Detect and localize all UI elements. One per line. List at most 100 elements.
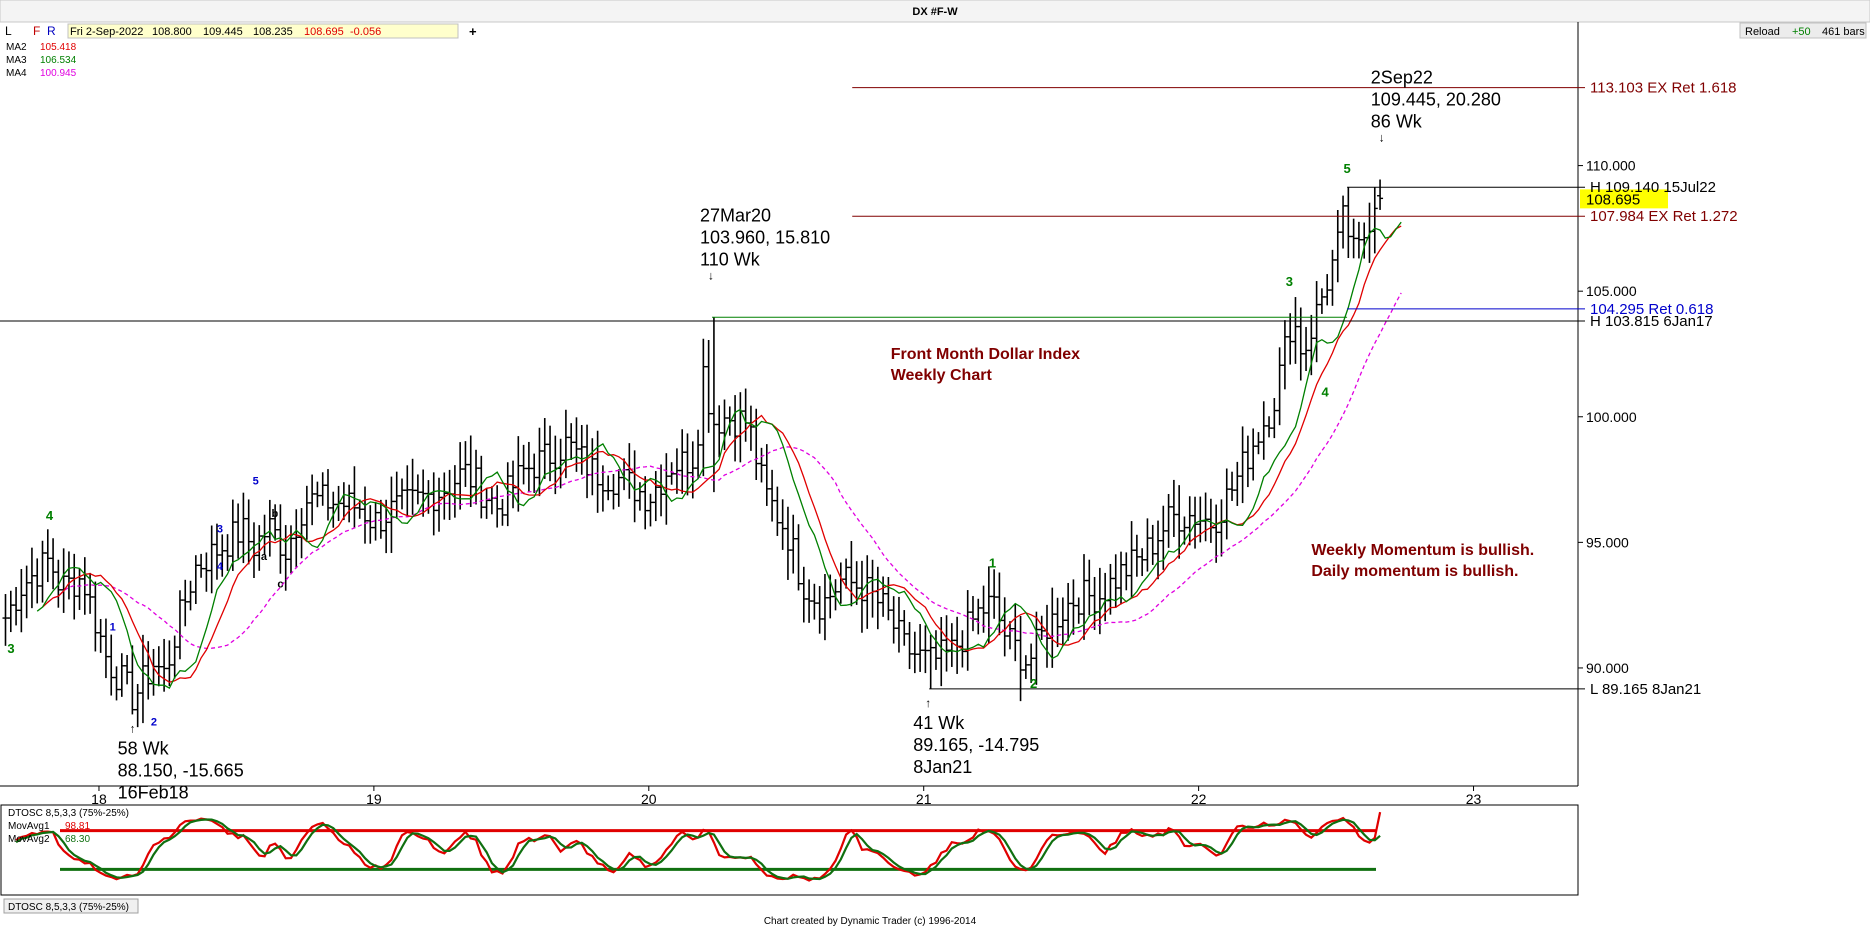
price-bar bbox=[1170, 479, 1177, 538]
price-bar bbox=[816, 586, 823, 634]
price-bar bbox=[303, 485, 310, 540]
wave-label: a bbox=[261, 551, 268, 563]
wave-label: 1 bbox=[110, 621, 116, 633]
price-bar bbox=[39, 540, 46, 603]
price-bar bbox=[161, 638, 168, 692]
wave-label: 4 bbox=[217, 561, 224, 573]
price-bar bbox=[1355, 221, 1362, 259]
price-bar bbox=[76, 568, 83, 610]
add-panel-button[interactable]: + bbox=[469, 24, 477, 39]
time-axis: 18 19 20 21 22 23 bbox=[91, 786, 1482, 807]
price-bar bbox=[779, 499, 786, 550]
price-bar bbox=[1081, 554, 1088, 640]
price-bar bbox=[1086, 559, 1093, 616]
price-bar bbox=[1022, 655, 1029, 679]
price-bar bbox=[1096, 567, 1103, 635]
price-bar bbox=[44, 529, 51, 583]
osc-legend-ma1-label: MovAvg1 bbox=[8, 821, 50, 832]
price-bar bbox=[864, 555, 871, 629]
callout-arrow-icon: ↑ bbox=[925, 696, 931, 710]
price-bar bbox=[1334, 210, 1341, 283]
legend-ma2-value: 105.418 bbox=[40, 42, 77, 53]
price-bar bbox=[287, 525, 294, 574]
wave-label: 4 bbox=[1321, 385, 1329, 400]
price-bar bbox=[964, 590, 971, 671]
price-bar bbox=[969, 596, 976, 632]
price-bar bbox=[1255, 432, 1262, 455]
price-bar bbox=[1139, 548, 1146, 577]
price-bar bbox=[948, 623, 955, 667]
price-bar bbox=[399, 478, 406, 510]
level-label-4: H 103.815 6Jan17 bbox=[1590, 313, 1713, 330]
price-bar bbox=[1065, 582, 1072, 641]
plot-frame bbox=[0, 22, 1579, 896]
price-bar bbox=[65, 551, 72, 600]
price-bar bbox=[1229, 471, 1236, 501]
toolbar-button-l[interactable]: L bbox=[5, 24, 12, 38]
time-tick-label: 19 bbox=[366, 791, 382, 807]
price-bar bbox=[848, 541, 855, 607]
price-bar bbox=[679, 429, 686, 494]
price-bar bbox=[1303, 326, 1310, 372]
price-bar bbox=[975, 598, 982, 635]
price-bar bbox=[187, 580, 194, 611]
level-label-0: 113.103 EX Ret 1.618 bbox=[1590, 80, 1737, 97]
reload-button[interactable]: Reload bbox=[1745, 26, 1780, 38]
level-label-3: 104.295 Ret 0.618 bbox=[1590, 301, 1713, 318]
price-bar bbox=[1149, 524, 1156, 565]
toolbar-button-r[interactable]: R bbox=[47, 24, 56, 38]
price-bar bbox=[1070, 579, 1077, 635]
price-bar bbox=[821, 574, 828, 641]
price-bar bbox=[610, 474, 617, 510]
price-bar bbox=[594, 430, 601, 513]
oscillator-frame bbox=[0, 804, 1579, 896]
price-bar bbox=[224, 534, 231, 571]
price-bar bbox=[462, 441, 469, 487]
price-bar bbox=[60, 548, 67, 613]
price-bar bbox=[658, 464, 665, 517]
legend-ma4-label: MA4 bbox=[6, 68, 27, 79]
price-bar bbox=[774, 486, 781, 536]
price-bar bbox=[922, 625, 929, 674]
callout-line: 27Mar20 bbox=[700, 205, 771, 225]
wave-label: 2 bbox=[151, 717, 157, 729]
price-bar bbox=[531, 453, 538, 493]
level-label-1: H 109.140 15Jul22 bbox=[1590, 179, 1716, 196]
price-bar bbox=[245, 499, 252, 565]
price-bar bbox=[1377, 179, 1384, 210]
price-bar bbox=[1244, 435, 1251, 488]
quote-change: -0.056 bbox=[350, 26, 381, 38]
price-bar bbox=[811, 583, 818, 620]
price-bar bbox=[1266, 416, 1273, 438]
price-bar bbox=[917, 624, 924, 672]
wave-label: 1 bbox=[989, 555, 996, 570]
price-bar bbox=[568, 423, 575, 460]
price-bar bbox=[346, 484, 353, 523]
price-bar bbox=[1371, 187, 1378, 254]
price-bar bbox=[7, 590, 14, 633]
wave-label: c bbox=[277, 579, 283, 591]
price-bar bbox=[229, 499, 236, 571]
price-bar bbox=[499, 498, 506, 526]
price-bar bbox=[1297, 307, 1304, 381]
osc-legend-ma2-label: MovAvg2 bbox=[8, 834, 50, 845]
price-bar bbox=[1345, 187, 1352, 259]
price-bar bbox=[874, 566, 881, 630]
price-bar bbox=[155, 646, 162, 687]
price-bar bbox=[647, 493, 654, 527]
quote-close: 108.695 bbox=[304, 26, 344, 38]
price-bar bbox=[81, 557, 88, 615]
toolbar-button-f[interactable]: F bbox=[33, 24, 40, 38]
wave-label: 3 bbox=[217, 523, 223, 535]
price-bar bbox=[578, 425, 585, 475]
price-bar bbox=[1213, 504, 1220, 563]
price-bar bbox=[985, 566, 992, 644]
price-bar bbox=[108, 634, 115, 696]
price-bar bbox=[695, 429, 702, 479]
price-bar bbox=[1165, 493, 1172, 548]
price-bar bbox=[118, 653, 125, 697]
bars-delta: +50 bbox=[1792, 26, 1811, 38]
oscillator-tab[interactable]: DTOSC 8,5,3,3 (75%-25%) bbox=[8, 902, 129, 913]
